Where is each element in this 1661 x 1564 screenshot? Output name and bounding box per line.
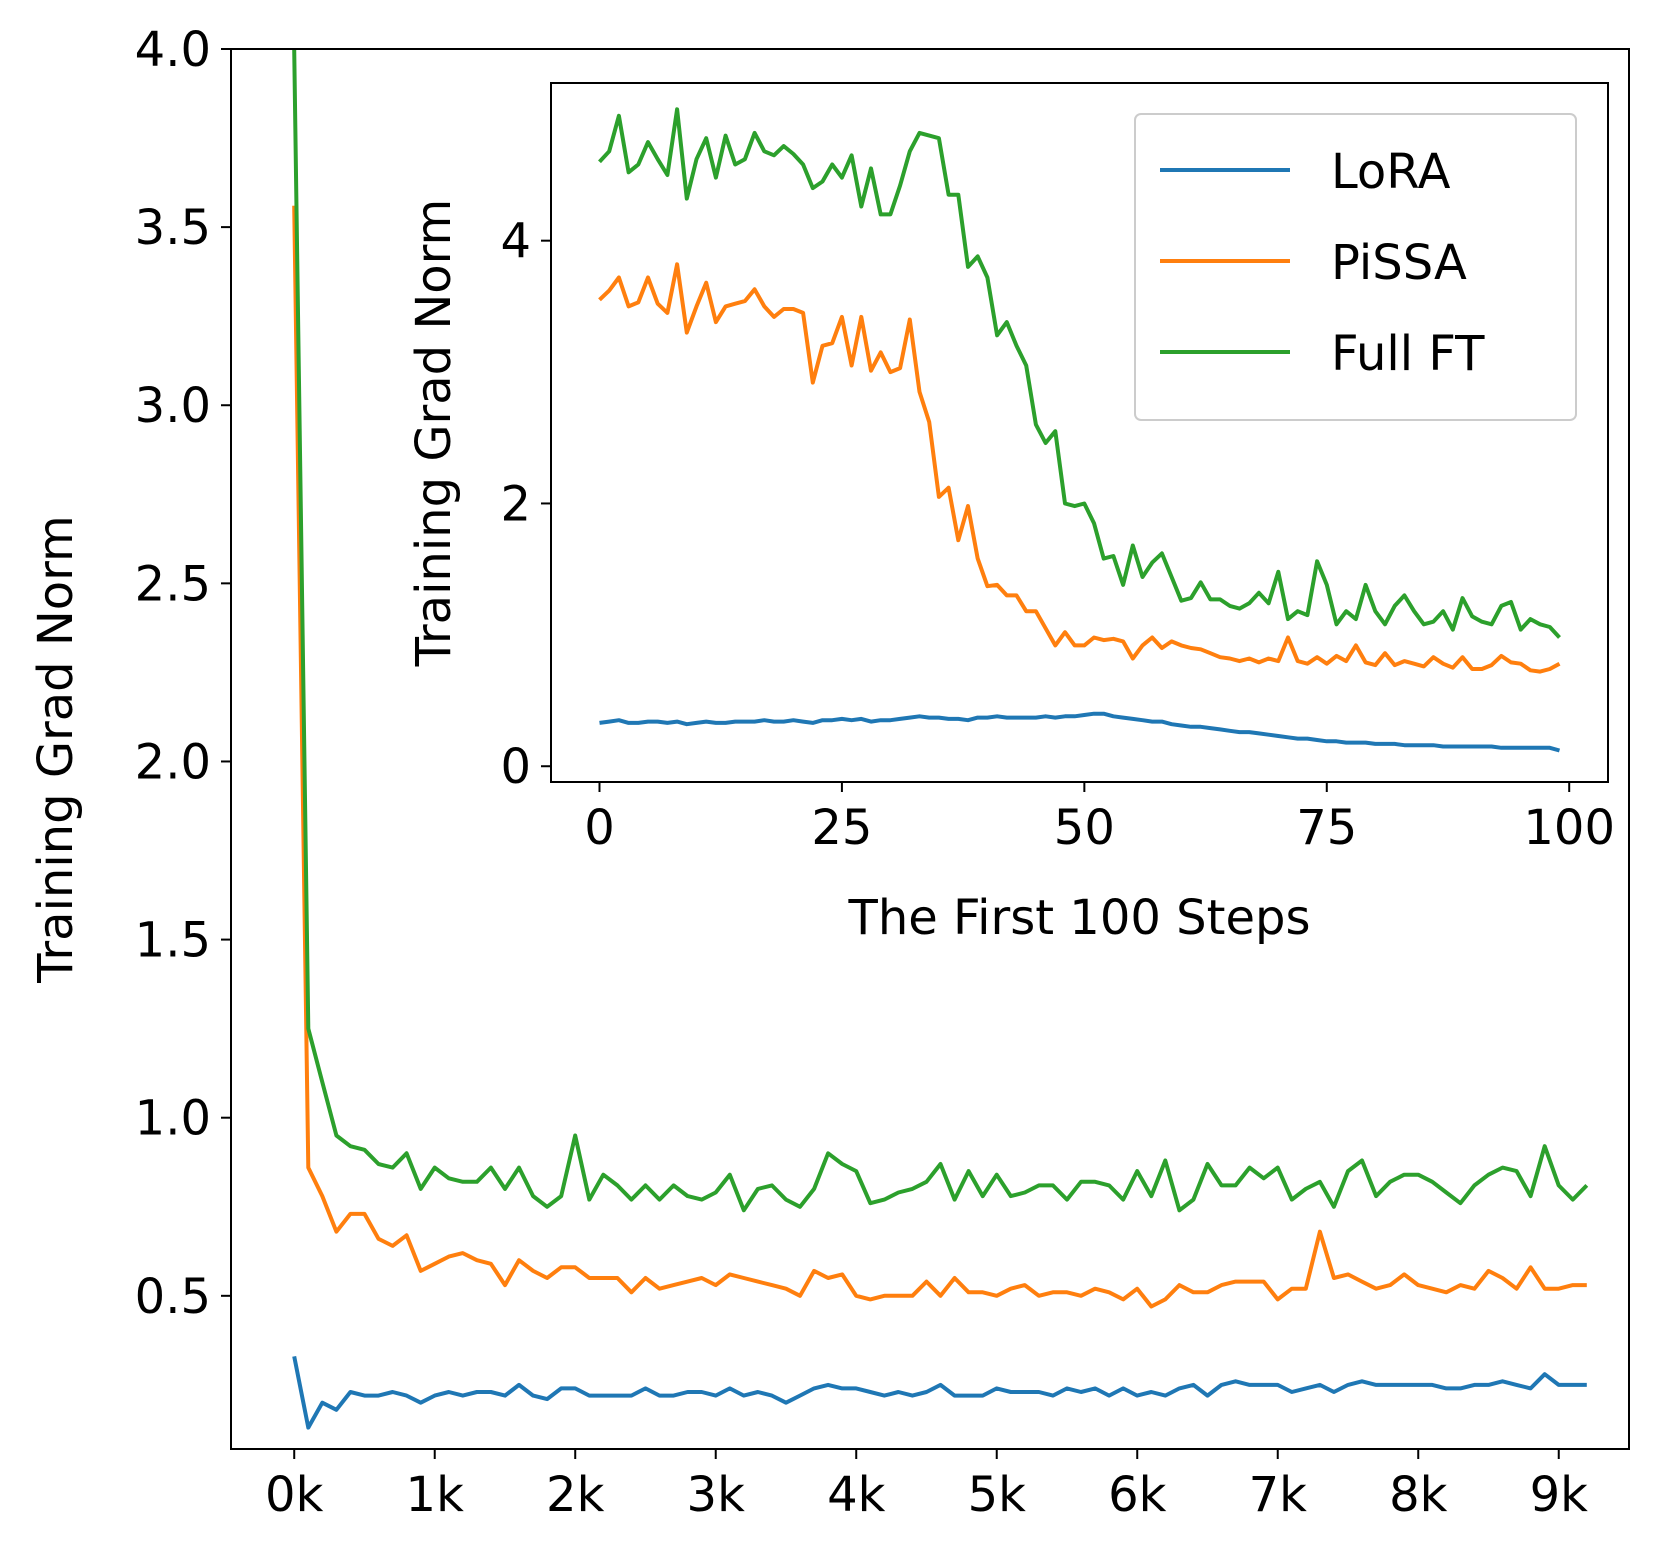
main-ytick-label: 2.5 xyxy=(135,556,211,612)
main-ytick-label: 2.0 xyxy=(135,734,211,790)
main-ytick-label: 1.5 xyxy=(135,913,211,969)
main-xtick-label: 3k xyxy=(687,1467,746,1523)
main-series-pissa-line xyxy=(292,205,1587,1309)
main-ylabel: Training Grad Norm xyxy=(28,515,84,984)
main-xtick-label: 6k xyxy=(1108,1467,1167,1523)
main-xtick-label: 0k xyxy=(265,1467,324,1523)
inset-xtick-label: 0 xyxy=(584,800,615,856)
inset-xtick-label: 50 xyxy=(1054,800,1115,856)
legend-label-pissa: PiSSA xyxy=(1331,235,1467,291)
main-xtick-label: 8k xyxy=(1389,1467,1448,1523)
legend-box xyxy=(1134,113,1577,421)
main-series-full-ft-line xyxy=(292,49,1589,1213)
main-ytick-label: 4.0 xyxy=(135,22,211,78)
main-ytick-label: 1.0 xyxy=(135,1091,211,1147)
inset-xtick-label: 75 xyxy=(1296,800,1357,856)
main-xtick-label: 9k xyxy=(1530,1467,1589,1523)
inset-series-full-ft-line xyxy=(598,107,1561,639)
inset-xlabel: The First 100 Steps xyxy=(848,890,1311,946)
inset-legend: LoRA PiSSA Full FT xyxy=(1134,113,1577,421)
inset-axes-frame xyxy=(550,82,1609,783)
legend-label-full-ft: Full FT xyxy=(1331,326,1485,382)
inset-ytick-label: 0 xyxy=(500,739,531,795)
inset-xtick-label: 100 xyxy=(1523,800,1615,856)
inset-axes: 0 25 50 75 100 0 2 4 Training Grad Norm The First… xyxy=(406,82,1615,946)
inset-series-lora-line xyxy=(599,711,1561,753)
inset-series-pissa-line xyxy=(598,262,1561,674)
main-ytick-label: 0.5 xyxy=(135,1269,211,1325)
main-xtick-label: 4k xyxy=(827,1467,886,1523)
inset-ytick-label: 2 xyxy=(500,476,531,532)
main-ytick-label: 3.5 xyxy=(135,200,211,256)
main-ytick-label: 3.0 xyxy=(135,378,211,434)
main-axes-frame xyxy=(230,48,1630,1450)
main-xtick-label: 5k xyxy=(968,1467,1027,1523)
inset-ylabel: Training Grad Norm xyxy=(406,199,462,668)
main-xtick-label: 7k xyxy=(1249,1467,1308,1523)
inset-ytick-label: 4 xyxy=(500,214,531,270)
main-xtick-label: 1k xyxy=(406,1467,465,1523)
inset-xtick-label: 25 xyxy=(811,800,872,856)
legend-label-lora: LoRA xyxy=(1331,144,1451,200)
main-series-lora-line xyxy=(292,1356,1587,1430)
main-xtick-label: 2k xyxy=(546,1467,605,1523)
